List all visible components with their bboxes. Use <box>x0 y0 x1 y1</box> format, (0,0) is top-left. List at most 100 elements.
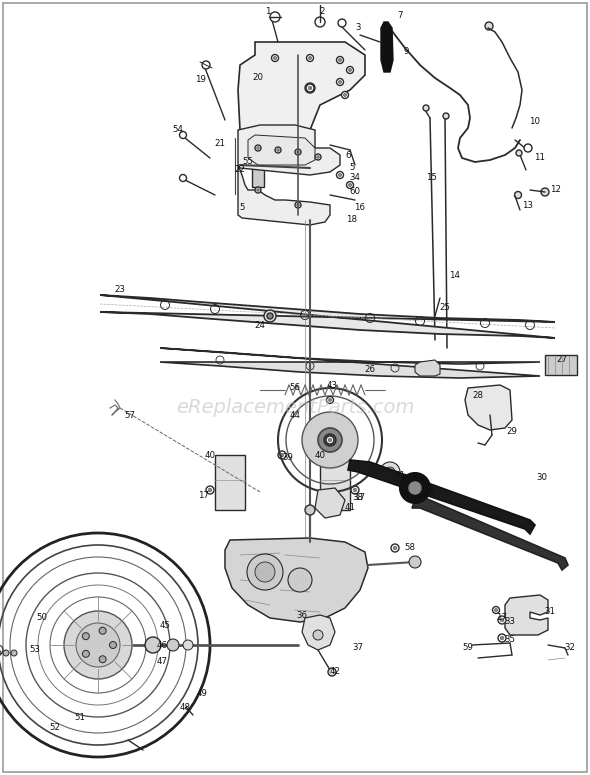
Polygon shape <box>215 455 245 510</box>
Circle shape <box>329 398 332 401</box>
Circle shape <box>338 19 346 27</box>
Circle shape <box>208 488 212 492</box>
Text: 30: 30 <box>536 474 548 483</box>
Circle shape <box>183 640 193 650</box>
Text: 38: 38 <box>352 494 363 502</box>
Circle shape <box>305 83 315 93</box>
Polygon shape <box>225 538 368 622</box>
Circle shape <box>145 637 161 653</box>
Text: 56: 56 <box>290 384 300 392</box>
Circle shape <box>255 145 261 151</box>
Polygon shape <box>381 22 393 72</box>
Circle shape <box>99 627 106 634</box>
Circle shape <box>343 94 346 97</box>
Text: 12: 12 <box>550 185 562 195</box>
Polygon shape <box>315 488 345 518</box>
Circle shape <box>3 650 9 656</box>
Text: 45: 45 <box>159 621 171 629</box>
Text: 61: 61 <box>395 470 405 480</box>
Text: 17: 17 <box>355 494 365 502</box>
Text: 16: 16 <box>355 204 365 212</box>
Circle shape <box>295 202 301 208</box>
Text: 47: 47 <box>156 657 168 666</box>
Circle shape <box>324 434 336 446</box>
Circle shape <box>315 154 321 160</box>
Text: 57: 57 <box>124 411 136 419</box>
Text: 13: 13 <box>523 201 533 209</box>
Circle shape <box>409 482 421 494</box>
Circle shape <box>339 174 342 177</box>
Text: 46: 46 <box>156 640 168 649</box>
Text: 14: 14 <box>450 270 461 280</box>
Circle shape <box>514 191 522 198</box>
Text: 18: 18 <box>346 215 358 225</box>
Circle shape <box>351 486 359 494</box>
Text: 27: 27 <box>556 356 568 364</box>
Text: 34: 34 <box>349 174 360 182</box>
Circle shape <box>273 57 277 60</box>
Text: 54: 54 <box>172 126 183 135</box>
Circle shape <box>83 650 89 657</box>
Text: 21: 21 <box>215 139 225 147</box>
Text: 33: 33 <box>504 618 516 626</box>
Text: 7: 7 <box>397 11 403 19</box>
Circle shape <box>498 616 506 624</box>
Circle shape <box>400 473 430 503</box>
Circle shape <box>64 611 132 679</box>
Circle shape <box>326 397 333 404</box>
Polygon shape <box>238 42 365 155</box>
Text: 58: 58 <box>405 543 415 553</box>
Text: 42: 42 <box>329 667 340 677</box>
Circle shape <box>353 488 357 492</box>
Circle shape <box>317 156 319 158</box>
Circle shape <box>202 61 210 69</box>
Circle shape <box>83 632 89 639</box>
Circle shape <box>336 171 343 178</box>
Circle shape <box>179 132 186 139</box>
Circle shape <box>315 17 325 27</box>
Circle shape <box>380 462 400 482</box>
Circle shape <box>498 634 506 642</box>
Circle shape <box>391 544 399 552</box>
Text: 50: 50 <box>37 614 48 622</box>
Text: 59: 59 <box>463 643 473 653</box>
Circle shape <box>264 310 276 322</box>
Circle shape <box>443 113 449 119</box>
Circle shape <box>339 81 342 84</box>
Text: 22: 22 <box>234 166 245 174</box>
Circle shape <box>297 204 299 206</box>
Circle shape <box>349 184 352 187</box>
Circle shape <box>328 668 336 676</box>
Polygon shape <box>465 385 512 430</box>
Circle shape <box>305 505 315 515</box>
Circle shape <box>257 188 260 191</box>
Text: 29: 29 <box>507 428 517 436</box>
Circle shape <box>280 453 284 456</box>
Circle shape <box>308 86 312 90</box>
Circle shape <box>302 412 358 468</box>
Polygon shape <box>238 125 340 175</box>
Text: 51: 51 <box>74 714 86 722</box>
Text: 3: 3 <box>355 23 360 33</box>
Circle shape <box>306 54 313 61</box>
Text: 35: 35 <box>504 636 516 645</box>
Bar <box>252 167 264 187</box>
Text: 40: 40 <box>314 450 326 460</box>
Circle shape <box>500 618 504 622</box>
Circle shape <box>500 636 504 640</box>
Circle shape <box>206 486 214 494</box>
Text: 25: 25 <box>440 304 451 312</box>
Circle shape <box>346 181 353 188</box>
Circle shape <box>110 642 116 649</box>
Text: 8: 8 <box>427 487 432 497</box>
Polygon shape <box>160 348 540 378</box>
Text: 26: 26 <box>365 366 375 374</box>
Text: 10: 10 <box>529 118 540 126</box>
Text: 44: 44 <box>290 411 300 419</box>
Circle shape <box>336 78 343 85</box>
Text: 49: 49 <box>196 690 208 698</box>
Text: 55: 55 <box>242 157 254 167</box>
Text: 28: 28 <box>473 391 483 399</box>
Text: 6: 6 <box>345 150 350 160</box>
Circle shape <box>309 57 312 60</box>
